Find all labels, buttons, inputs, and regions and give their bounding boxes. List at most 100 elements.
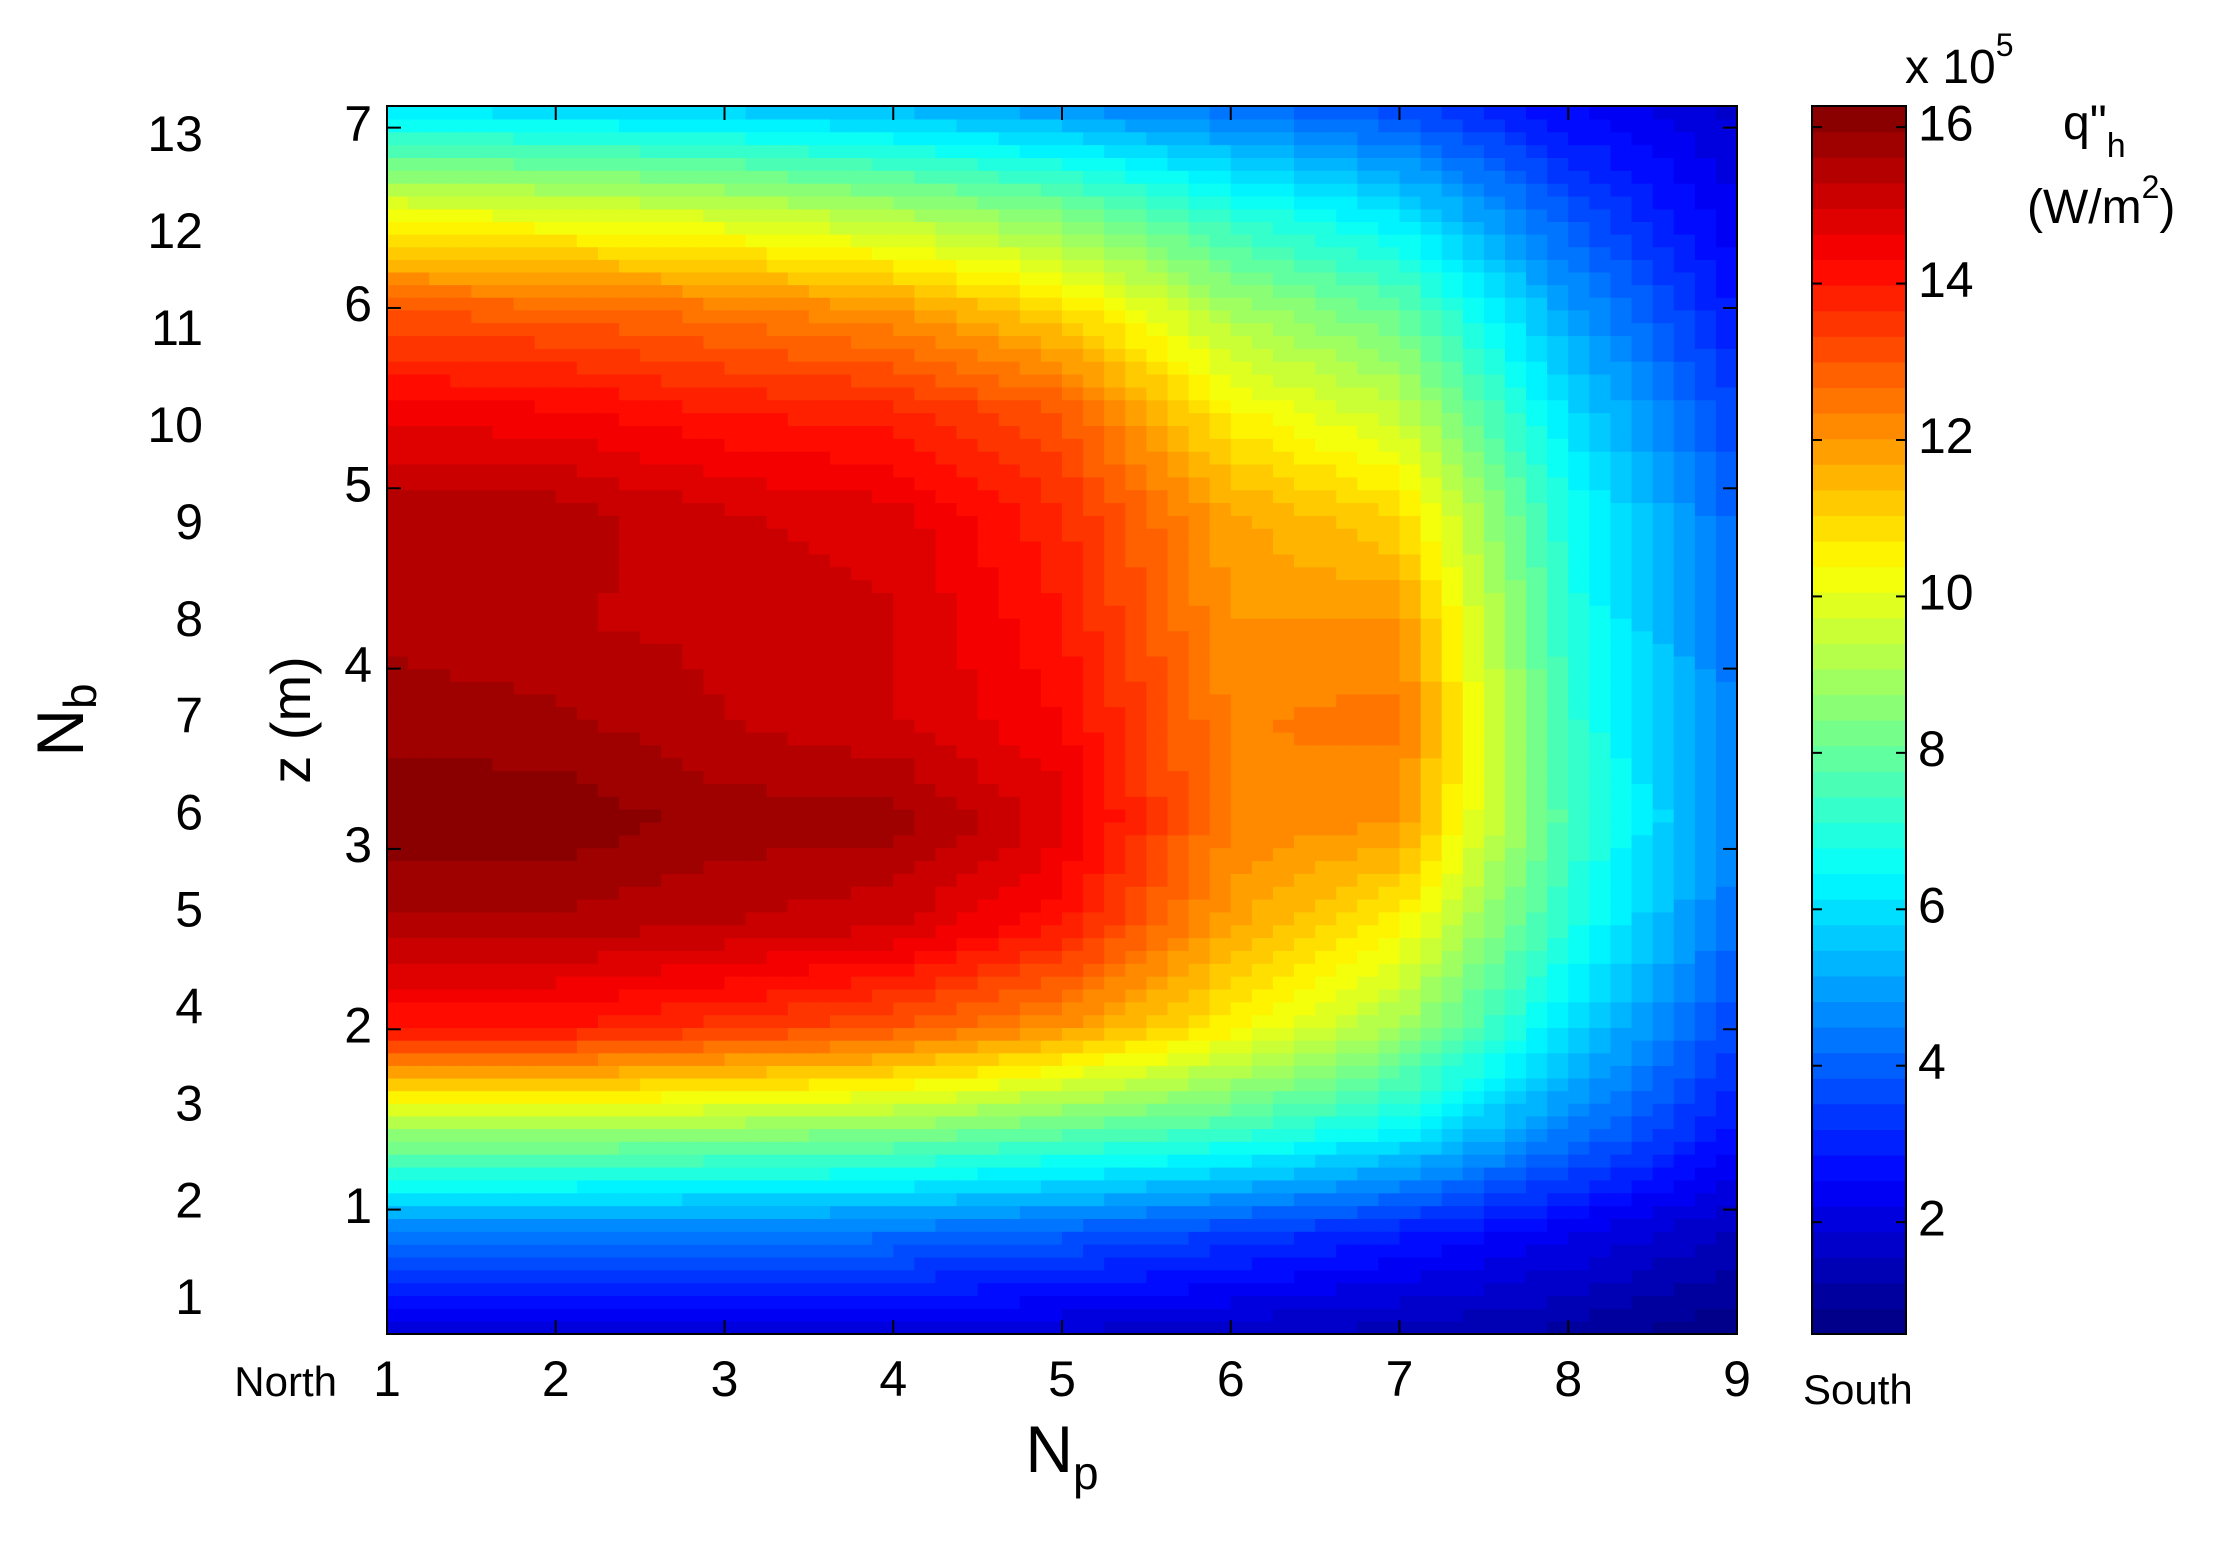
contour-cell [576, 541, 599, 555]
contour-cell [408, 1179, 430, 1194]
contour-cell [1610, 1154, 1633, 1168]
contour-cell [1188, 463, 1211, 478]
contour-cell [935, 1166, 958, 1181]
contour-cell [956, 592, 979, 606]
contour-cell [429, 643, 451, 657]
contour-cell [1673, 515, 1696, 529]
contour-cell [977, 1065, 1000, 1079]
contour-cell [1504, 770, 1527, 784]
contour-cell [872, 1090, 894, 1104]
contour-cell [1441, 489, 1464, 504]
contour-cell [1589, 770, 1612, 784]
contour-cell [1378, 618, 1401, 632]
contour-cell [1188, 399, 1211, 414]
contour-cell [1420, 1205, 1443, 1219]
contour-cell [1272, 1256, 1295, 1271]
contour-cell [682, 425, 705, 439]
contour-cell [808, 553, 831, 568]
contour-cell [998, 335, 1021, 349]
contour-cell [787, 476, 810, 491]
contour-cell [429, 1269, 451, 1284]
contour-cell [429, 515, 451, 529]
contour-cell [1483, 1295, 1506, 1309]
contour-cell [1462, 1077, 1485, 1092]
contour-cell [1230, 1218, 1253, 1232]
contour-cell [429, 489, 451, 504]
contour-cell [597, 783, 620, 797]
contour-cell [1547, 809, 1569, 823]
contour-cell [1441, 463, 1464, 478]
contour-cell [766, 1065, 789, 1079]
contour-cell [1125, 809, 1147, 823]
contour-cell [576, 821, 599, 836]
contour-cell [1230, 502, 1253, 516]
contour-cell [1420, 1295, 1443, 1309]
contour-cell [534, 643, 557, 657]
contour-cell [576, 886, 599, 900]
contour-cell [829, 425, 852, 439]
contour-cell [935, 911, 958, 926]
contour-cell [914, 541, 937, 555]
contour-cell [1441, 502, 1464, 516]
contour-cell [492, 1115, 515, 1130]
contour-cell [851, 630, 873, 644]
contour-cell [661, 386, 683, 401]
contour-cell [1209, 988, 1232, 1003]
contour-cell [808, 988, 831, 1003]
contour-cell [408, 335, 430, 349]
contour-cell [808, 502, 831, 516]
contour-cell [1610, 719, 1633, 733]
contour-cell [1694, 515, 1717, 529]
contour-cell [1294, 1256, 1316, 1271]
contour-cell [450, 1192, 472, 1207]
contour-cell [1040, 655, 1063, 670]
contour-cell [745, 643, 768, 657]
contour-cell [534, 1128, 557, 1142]
contour-cell [998, 528, 1021, 542]
contour-cell [513, 873, 536, 887]
contour-cell [576, 668, 599, 682]
contour-cell [787, 1256, 810, 1271]
contour-cell [808, 605, 831, 619]
contour-cell [1610, 463, 1633, 478]
contour-cell [492, 706, 515, 720]
contour-cell [640, 744, 662, 759]
contour-cell [1568, 731, 1590, 746]
contour-cell [766, 924, 789, 939]
contour-cell [1125, 1205, 1147, 1219]
contour-cell [387, 1014, 409, 1029]
contour-cell [682, 1166, 705, 1181]
contour-cell [1568, 476, 1590, 491]
contour-cell [914, 502, 937, 516]
contour-cell [1357, 847, 1380, 862]
contour-cell [1504, 1090, 1527, 1104]
contour-cell [1526, 1090, 1548, 1104]
contour-cell [956, 1027, 979, 1041]
contour-cell [1315, 1154, 1337, 1168]
contour-cell [724, 502, 747, 516]
contour-cell [387, 425, 409, 439]
contour-cell [808, 643, 831, 657]
contour-cell [1694, 630, 1717, 644]
contour-cell [724, 1065, 747, 1079]
contour-cell [1040, 322, 1063, 337]
contour-cell [1483, 630, 1506, 644]
contour-cell [1188, 809, 1211, 823]
contour-cell [1272, 399, 1295, 414]
contour-cell [1230, 1141, 1253, 1155]
contour-cell [682, 579, 705, 594]
contour-cell [492, 668, 515, 682]
contour-cell [1315, 309, 1337, 324]
contour-cell [1104, 834, 1126, 849]
contour-cell [576, 1321, 599, 1335]
contour-cell [1230, 821, 1253, 836]
contour-cell [387, 834, 409, 849]
contour-cell [1230, 1179, 1253, 1194]
contour-cell [597, 988, 620, 1003]
contour-cell [1294, 1295, 1316, 1309]
contour-cell [1230, 425, 1253, 439]
contour-cell [471, 1128, 494, 1142]
contour-cell [1547, 1218, 1569, 1232]
contour-cell [576, 399, 599, 414]
contour-cell [1568, 1231, 1590, 1245]
